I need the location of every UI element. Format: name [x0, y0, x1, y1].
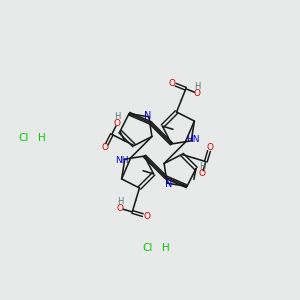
Text: H: H [117, 197, 124, 206]
Text: O: O [199, 169, 206, 178]
Text: Cl: Cl [19, 133, 29, 143]
Text: N: N [164, 179, 172, 189]
Text: HN: HN [187, 135, 200, 144]
Text: H: H [38, 133, 46, 143]
Text: O: O [114, 119, 121, 128]
Text: NH: NH [115, 156, 128, 165]
Text: O: O [168, 79, 175, 88]
Text: O: O [102, 143, 109, 152]
Text: H: H [162, 243, 170, 253]
Text: N: N [144, 111, 152, 121]
Text: O: O [207, 143, 214, 152]
Text: O: O [143, 212, 150, 221]
Text: Cl: Cl [143, 243, 153, 253]
Text: H: H [114, 112, 121, 121]
Text: O: O [194, 89, 201, 98]
Text: H: H [199, 162, 206, 171]
Text: O: O [117, 204, 124, 213]
Text: H: H [194, 82, 200, 91]
